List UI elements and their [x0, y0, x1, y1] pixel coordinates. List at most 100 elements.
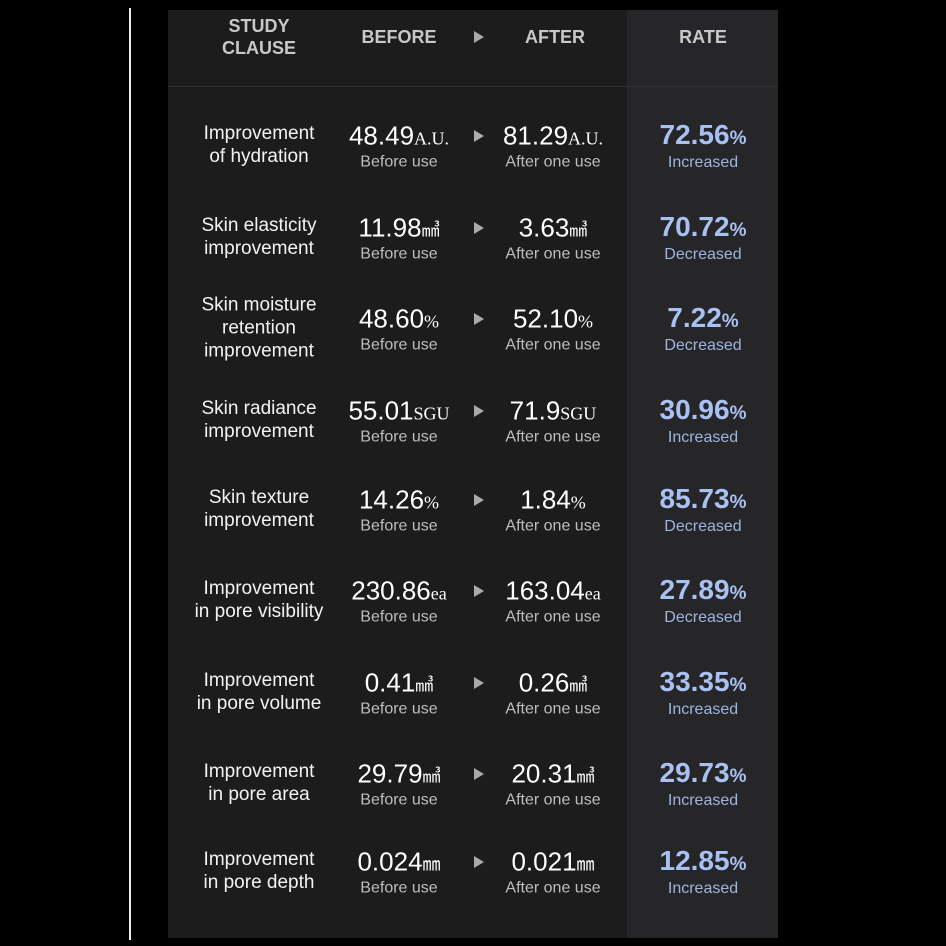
- arrow-icon: [474, 494, 484, 506]
- value-unit: %: [424, 492, 440, 513]
- before-value: 0.024㎜: [357, 848, 440, 879]
- header-text: STUDY: [228, 16, 290, 36]
- value-number: 85.73: [659, 483, 730, 514]
- divider: [129, 8, 131, 940]
- after-value: 1.84%: [505, 486, 600, 517]
- before-value: 55.01SGU: [348, 397, 449, 428]
- before-cell: 48.49A.U. Before use: [349, 122, 449, 173]
- value-unit: %: [578, 311, 594, 332]
- value-unit: %: [729, 492, 747, 513]
- value-unit: %: [729, 675, 747, 696]
- clause-line: retention: [222, 317, 296, 339]
- after-note: After one use: [505, 245, 601, 263]
- after-cell: 163.04ea After one use: [505, 577, 601, 628]
- rate-cell: 30.96% Increased: [660, 396, 747, 448]
- before-note: Before use: [360, 517, 438, 535]
- before-note: Before use: [360, 245, 438, 263]
- value-unit: ㎣: [569, 675, 588, 696]
- header-before: BEFORE: [361, 27, 437, 47]
- rate-cell: 7.22% Decreased: [664, 304, 741, 356]
- after-cell: 3.63㎣ After one use: [505, 214, 600, 265]
- before-cell: 29.79㎣ Before use: [357, 760, 440, 811]
- value-number: 71.9: [509, 395, 561, 426]
- value-unit: %: [721, 311, 739, 332]
- clause-line: Skin texture: [208, 487, 310, 508]
- value-unit: ㎣: [415, 675, 434, 696]
- value-number: 52.10: [512, 303, 579, 334]
- rate-cell: 33.35% Increased: [660, 668, 747, 720]
- value-number: 3.63: [518, 212, 570, 243]
- clause: Skin texture improvement: [204, 486, 314, 532]
- value-number: 81.29: [502, 120, 569, 151]
- clause-line: Improvement: [203, 849, 315, 870]
- clause: Skin moisture retention improvement: [201, 294, 316, 363]
- clause-line: Skin elasticity: [201, 215, 317, 236]
- clause: Improvement in pore depth: [204, 848, 315, 894]
- before-cell: 11.98㎣ Before use: [358, 214, 439, 265]
- arrow-icon: [474, 677, 484, 689]
- clause-line: improvement: [204, 238, 314, 259]
- before-cell: 230.86ea Before use: [351, 577, 447, 628]
- before-note: Before use: [360, 700, 438, 718]
- value-number: 1.84: [520, 484, 571, 515]
- after-value: 71.9SGU: [505, 397, 600, 428]
- value-number: 33.35: [659, 666, 730, 697]
- before-value: 29.79㎣: [357, 760, 440, 791]
- clause-line: Skin moisture: [201, 294, 317, 316]
- value-number: 20.31: [511, 758, 577, 789]
- clause: Skin elasticity improvement: [201, 214, 316, 260]
- value-unit: A.U.: [414, 128, 450, 149]
- rate-cell: 12.85% Increased: [660, 847, 747, 899]
- after-note: After one use: [505, 608, 601, 626]
- value-unit: ea: [584, 583, 601, 604]
- clause-line: improvement: [204, 421, 314, 442]
- clause-line: in pore volume: [196, 693, 322, 714]
- value-number: 0.024: [357, 846, 423, 877]
- clause-line: in pore visibility: [194, 601, 324, 622]
- value-number: 11.98: [358, 212, 422, 243]
- arrow-icon: [474, 768, 484, 780]
- before-value: 11.98㎣: [358, 214, 439, 245]
- rate-note: Increased: [667, 880, 739, 897]
- value-unit: %: [729, 403, 747, 424]
- clause: Improvement in pore area: [204, 760, 315, 806]
- rate-note: Decreased: [664, 337, 742, 354]
- header-after: AFTER: [525, 27, 585, 47]
- value-number: 72.56: [659, 119, 730, 150]
- value-unit: ㎜: [576, 854, 595, 875]
- value-unit: A.U.: [568, 128, 604, 149]
- after-value: 3.63㎣: [505, 214, 600, 245]
- rate-note: Increased: [667, 792, 739, 809]
- value-number: 0.26: [518, 667, 570, 698]
- value-number: 14.26: [358, 484, 425, 515]
- value-unit: ㎜: [422, 854, 441, 875]
- after-note: After one use: [505, 700, 601, 718]
- before-cell: 48.60% Before use: [359, 305, 439, 356]
- rate-value: 7.22%: [664, 304, 741, 336]
- value-unit: SGU: [560, 403, 597, 424]
- value-number: 48.49: [348, 120, 415, 151]
- rate-note: Increased: [667, 701, 739, 718]
- clause-line: improvement: [204, 510, 314, 531]
- value-number: 7.22: [667, 302, 722, 333]
- clause: Improvement of hydration: [204, 122, 315, 168]
- after-value: 20.31㎣: [505, 760, 600, 791]
- after-note: After one use: [505, 791, 601, 809]
- rate-cell: 72.56% Increased: [660, 121, 747, 173]
- rate-value: 72.56%: [660, 121, 747, 153]
- rate-cell: 27.89% Decreased: [660, 576, 747, 628]
- before-note: Before use: [360, 153, 438, 171]
- value-unit: %: [570, 492, 586, 513]
- after-note: After one use: [505, 428, 601, 446]
- after-value: 52.10%: [505, 305, 600, 336]
- clause-line: Improvement: [203, 578, 315, 599]
- header-rate: RATE: [679, 27, 727, 47]
- arrow-icon: [474, 31, 484, 43]
- clause-line: Improvement: [203, 761, 315, 782]
- after-value: 0.021㎜: [505, 848, 600, 879]
- value-number: 27.89: [659, 574, 730, 605]
- before-value: 230.86ea: [351, 577, 447, 608]
- clause: Improvement in pore visibility: [195, 577, 324, 623]
- rate-note: Decreased: [664, 246, 742, 263]
